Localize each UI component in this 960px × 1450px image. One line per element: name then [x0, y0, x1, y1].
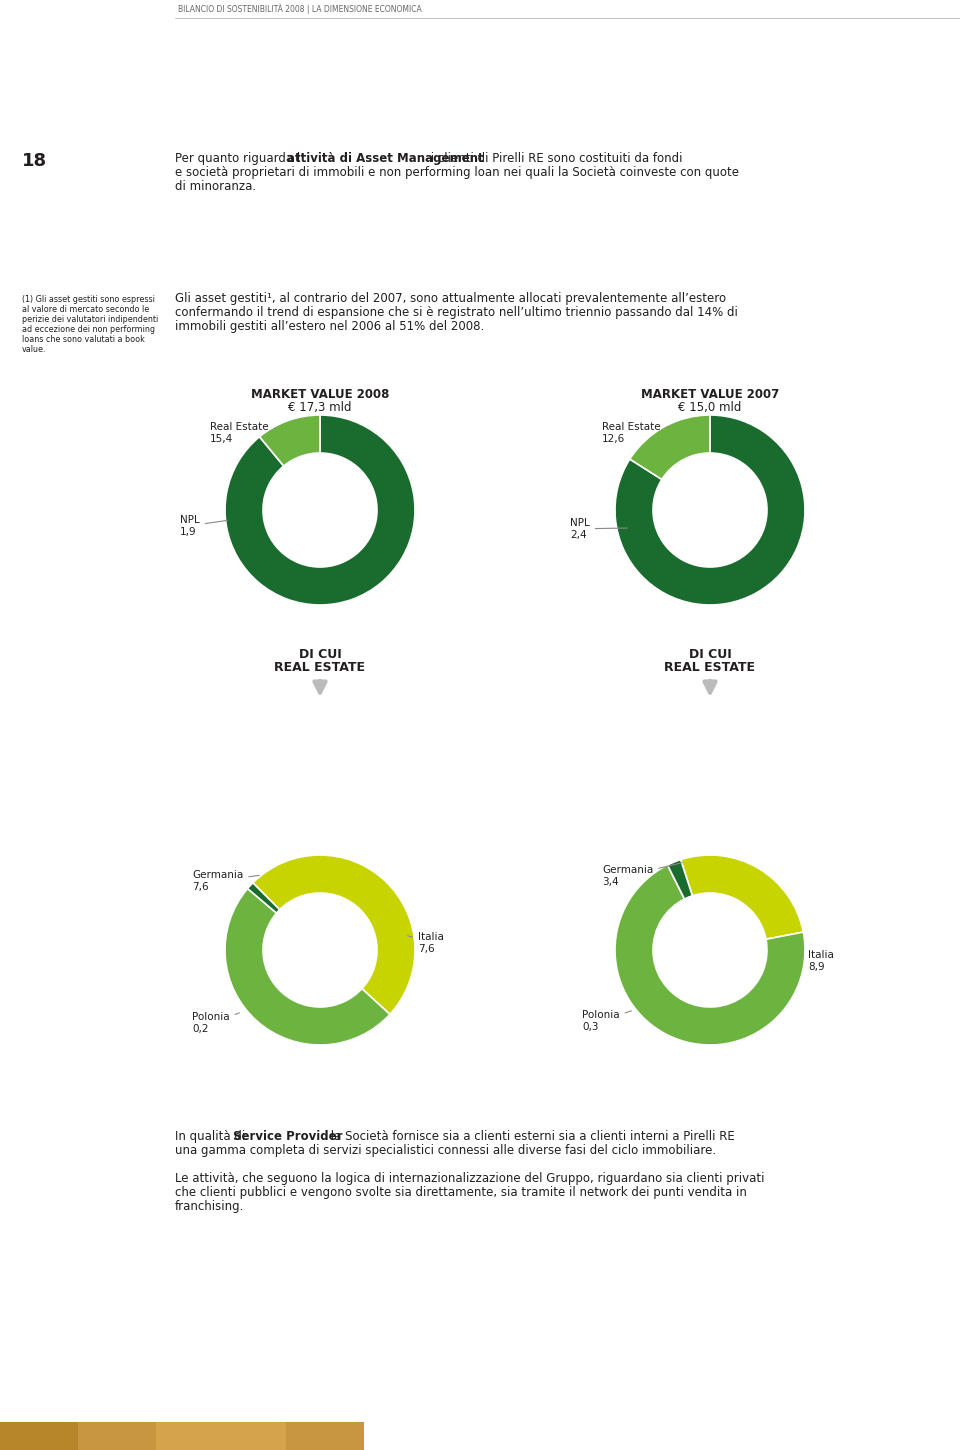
Wedge shape	[630, 415, 710, 480]
Text: confermando il trend di espansione che si è registrato nell’ultimo triennio pass: confermando il trend di espansione che s…	[175, 306, 738, 319]
Text: di minoranza.: di minoranza.	[175, 180, 256, 193]
Text: ad eccezione dei non performing: ad eccezione dei non performing	[22, 325, 155, 334]
Text: DI CUI: DI CUI	[688, 648, 732, 661]
Wedge shape	[248, 883, 279, 914]
Text: NPL
2,4: NPL 2,4	[570, 518, 627, 539]
Text: REAL ESTATE: REAL ESTATE	[275, 661, 366, 674]
Text: al valore di mercato secondo le: al valore di mercato secondo le	[22, 304, 149, 315]
Text: Italia
8,9: Italia 8,9	[801, 950, 834, 972]
Text: DI CUI: DI CUI	[299, 648, 342, 661]
Text: value.: value.	[22, 345, 46, 354]
Text: Per quanto riguarda l’: Per quanto riguarda l’	[175, 152, 304, 165]
Text: Service Provider: Service Provider	[233, 1130, 343, 1143]
Text: immobili gestiti all’estero nel 2006 al 51% del 2008.: immobili gestiti all’estero nel 2006 al …	[175, 320, 484, 334]
Wedge shape	[259, 415, 320, 465]
Text: Germania
3,4: Germania 3,4	[602, 863, 683, 886]
Wedge shape	[615, 866, 805, 1045]
Bar	[156, 1422, 286, 1450]
Text: Gli asset gestiti¹, al contrario del 2007, sono attualmente allocati prevalentem: Gli asset gestiti¹, al contrario del 200…	[175, 291, 726, 304]
Wedge shape	[615, 415, 805, 605]
Bar	[286, 1422, 364, 1450]
Text: 18: 18	[22, 152, 47, 170]
Text: In qualità di: In qualità di	[175, 1130, 249, 1143]
Text: Real Estate
15,4: Real Estate 15,4	[210, 422, 276, 444]
Text: la Società fornisce sia a clienti esterni sia a clienti interni a Pirelli RE: la Società fornisce sia a clienti estern…	[327, 1130, 734, 1143]
Text: Polonia
0,3: Polonia 0,3	[582, 1011, 632, 1031]
Bar	[78, 1422, 156, 1450]
Text: perizie dei valutatori indipendenti: perizie dei valutatori indipendenti	[22, 315, 158, 323]
Text: e società proprietari di immobili e non performing loan nei quali la Società coi: e società proprietari di immobili e non …	[175, 165, 739, 178]
Wedge shape	[681, 856, 804, 940]
Text: una gamma completa di servizi specialistici connessi alle diverse fasi del ciclo: una gamma completa di servizi specialist…	[175, 1144, 716, 1157]
Text: che clienti pubblici e vengono svolte sia direttamente, sia tramite il network d: che clienti pubblici e vengono svolte si…	[175, 1186, 747, 1199]
Text: franchising.: franchising.	[175, 1201, 245, 1214]
Text: Polonia
0,2: Polonia 0,2	[192, 1012, 239, 1034]
Text: NPL
1,9: NPL 1,9	[180, 515, 228, 536]
Bar	[0, 1422, 78, 1450]
Text: attività di Asset Management: attività di Asset Management	[287, 152, 484, 165]
Text: Germania
7,6: Germania 7,6	[192, 870, 259, 892]
Text: Le attività, che seguono la logica di internazionalizzazione del Gruppo, riguard: Le attività, che seguono la logica di in…	[175, 1172, 764, 1185]
Text: Real Estate
12,6: Real Estate 12,6	[602, 422, 669, 444]
Text: MARKET VALUE 2007: MARKET VALUE 2007	[641, 389, 780, 402]
Text: (1) Gli asset gestiti sono espressi: (1) Gli asset gestiti sono espressi	[22, 294, 155, 304]
Wedge shape	[225, 415, 415, 605]
Wedge shape	[225, 889, 390, 1045]
Text: Italia
7,6: Italia 7,6	[408, 932, 444, 954]
Text: REAL ESTATE: REAL ESTATE	[664, 661, 756, 674]
Text: € 15,0 mld: € 15,0 mld	[679, 402, 742, 415]
Text: BILANCIO DI SOSTENIBILITÀ 2008 | LA DIMENSIONE ECONOMICA: BILANCIO DI SOSTENIBILITÀ 2008 | LA DIME…	[178, 3, 421, 14]
Wedge shape	[667, 860, 692, 899]
Text: loans che sono valutati a book: loans che sono valutati a book	[22, 335, 145, 344]
Text: i clienti di Pirelli RE sono costituiti da fondi: i clienti di Pirelli RE sono costituiti …	[427, 152, 683, 165]
Text: MARKET VALUE 2008: MARKET VALUE 2008	[251, 389, 389, 402]
Text: € 17,3 mld: € 17,3 mld	[288, 402, 351, 415]
Wedge shape	[252, 856, 415, 1015]
